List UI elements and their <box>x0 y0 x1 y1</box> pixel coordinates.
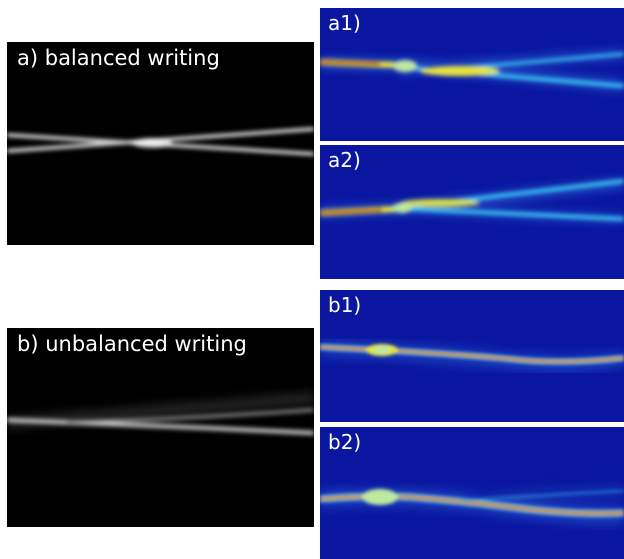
a1-heatmap-image <box>320 8 624 141</box>
panel-b2-label: b2) <box>328 430 362 454</box>
panel-a2-heatmap: a2) <box>320 145 624 279</box>
b2-heatmap-image <box>320 427 624 559</box>
unbalanced-writing-image <box>7 328 314 527</box>
panel-b2-heatmap: b2) <box>320 427 624 559</box>
beam-lines <box>7 127 314 156</box>
panel-b-label: b) unbalanced writing <box>17 332 247 356</box>
a2-heatmap-image <box>320 145 624 279</box>
panel-a-balanced-writing: a) balanced writing <box>7 42 314 245</box>
panel-a1-heatmap: a1) <box>320 8 624 141</box>
panel-b1-heatmap: b1) <box>320 290 624 422</box>
panel-a-label: a) balanced writing <box>17 46 220 70</box>
beam-lines-b <box>7 408 314 435</box>
balanced-writing-image <box>7 42 314 245</box>
b1-heatmap-image <box>320 290 624 422</box>
panel-b1-label: b1) <box>328 293 362 317</box>
panel-a1-label: a1) <box>328 11 361 35</box>
panel-b-unbalanced-writing: b) unbalanced writing <box>7 328 314 527</box>
panel-a2-label: a2) <box>328 148 361 172</box>
